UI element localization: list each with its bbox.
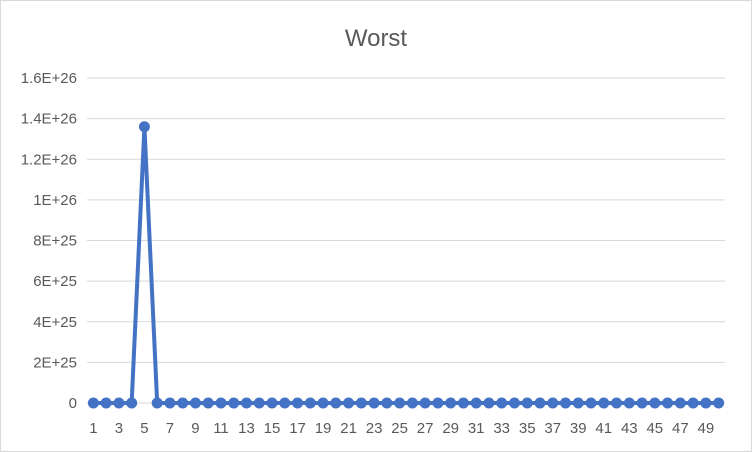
data-point	[177, 397, 189, 409]
x-tick-label: 21	[340, 420, 357, 437]
data-point	[470, 397, 482, 409]
data-point	[317, 397, 329, 409]
data-point	[713, 397, 725, 409]
data-point	[126, 397, 138, 409]
x-tick-label: 5	[140, 420, 148, 437]
y-tick-label: 1.4E+26	[21, 111, 77, 128]
data-point	[87, 397, 99, 409]
data-point	[381, 397, 393, 409]
x-tick-label: 23	[366, 420, 383, 437]
data-point	[521, 397, 533, 409]
x-tick-label: 45	[646, 420, 663, 437]
data-point	[598, 397, 610, 409]
data-point	[496, 397, 508, 409]
data-point	[419, 397, 431, 409]
data-point	[202, 397, 214, 409]
x-tick-label: 13	[238, 420, 255, 437]
data-point	[432, 397, 444, 409]
x-tick-label: 11	[213, 420, 229, 437]
x-tick-label: 31	[468, 420, 485, 437]
data-point	[700, 397, 712, 409]
data-point	[138, 121, 150, 133]
x-tick-label: 47	[672, 420, 689, 437]
series-line	[93, 124, 719, 405]
data-point	[636, 397, 648, 409]
y-tick-label: 1E+26	[33, 192, 77, 209]
data-point	[623, 397, 635, 409]
x-tick-label: 35	[519, 420, 536, 437]
data-point	[611, 397, 623, 409]
data-point	[151, 397, 163, 409]
x-axis-tick-labels: 1 3 5 7 9 11 13 15 17 19 21 23 25 27 29 31 33 35 37 39 41 43 4…	[89, 420, 714, 437]
data-point	[547, 397, 559, 409]
data-point	[572, 397, 584, 409]
x-tick-label: 25	[391, 420, 408, 437]
x-tick-label: 9	[191, 420, 199, 437]
y-tick-label: 1.6E+26	[21, 70, 77, 87]
data-point	[560, 397, 571, 409]
x-tick-label: 49	[698, 420, 715, 437]
data-point	[585, 397, 597, 409]
y-tick-label: 1.2E+26	[21, 151, 77, 168]
data-point	[343, 397, 355, 409]
data-point	[368, 397, 380, 409]
data-point	[292, 397, 304, 409]
x-tick-label: 43	[621, 420, 638, 437]
x-tick-label: 3	[115, 420, 123, 437]
x-tick-label: 27	[417, 420, 434, 437]
data-point	[483, 397, 495, 409]
x-tick-label: 37	[544, 420, 561, 437]
data-point	[113, 397, 125, 409]
x-tick-label: 19	[315, 420, 332, 437]
x-tick-label: 15	[264, 420, 281, 437]
x-tick-label: 33	[493, 420, 510, 437]
y-axis-tick-labels: 0 2E+25 4E+25 6E+25 8E+25 1E+26 1.2E+26 1.4E+26…	[21, 70, 77, 412]
data-point	[674, 397, 686, 409]
x-tick-label: 7	[166, 420, 174, 437]
data-point	[100, 397, 112, 409]
data-point	[164, 397, 176, 409]
chart-title: Worst	[345, 25, 408, 52]
data-point	[304, 397, 316, 409]
gridlines	[87, 77, 725, 404]
x-tick-label: 17	[289, 420, 306, 437]
x-tick-label: 29	[442, 420, 459, 437]
data-point	[279, 397, 291, 409]
series-layer	[87, 121, 725, 409]
data-point	[508, 397, 520, 409]
data-point	[394, 397, 406, 409]
y-tick-label: 8E+25	[33, 233, 77, 250]
y-tick-label: 4E+25	[33, 314, 77, 331]
data-point	[215, 397, 227, 409]
data-point	[266, 397, 278, 409]
data-point	[457, 397, 469, 409]
data-point	[228, 397, 240, 409]
y-tick-label: 6E+25	[33, 273, 77, 290]
y-tick-label: 2E+25	[33, 354, 77, 371]
x-tick-label: 41	[595, 420, 612, 437]
data-point	[355, 397, 367, 409]
data-point	[662, 397, 674, 409]
x-tick-label: 39	[570, 420, 587, 437]
data-point	[406, 397, 418, 409]
data-point	[241, 397, 252, 409]
data-point	[534, 397, 546, 409]
data-point	[330, 397, 342, 409]
x-tick-label: 1	[89, 420, 97, 437]
data-point	[687, 397, 699, 409]
y-tick-label: 0	[69, 395, 77, 412]
data-point	[445, 397, 457, 409]
data-point	[649, 397, 661, 409]
data-point	[253, 397, 265, 409]
data-point	[189, 397, 201, 409]
